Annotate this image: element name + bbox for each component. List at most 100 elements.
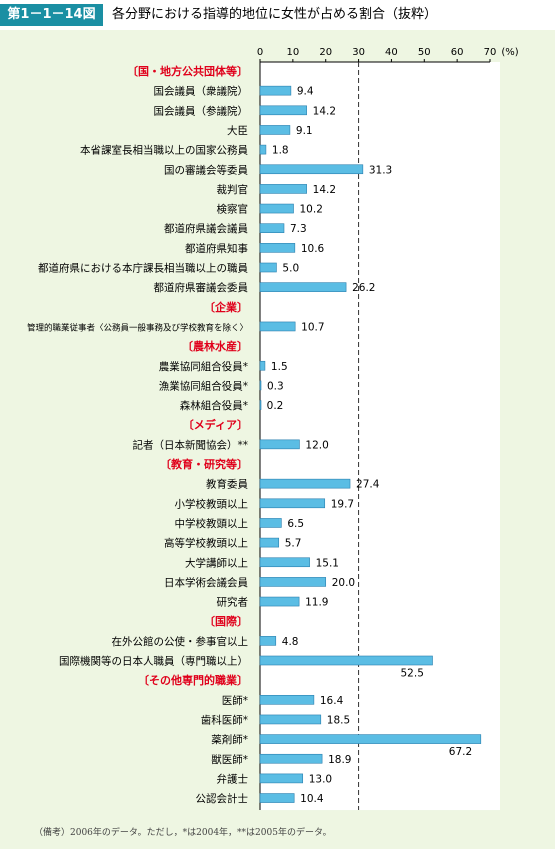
bar — [259, 380, 262, 391]
bar — [259, 478, 351, 489]
bar-value-label: 11.9 — [305, 597, 328, 609]
bar — [259, 360, 266, 371]
category-label: 高等学校教頭以上 — [164, 537, 248, 550]
bar-value-label: 0.2 — [267, 400, 284, 412]
bar-value-label: 4.8 — [282, 636, 299, 648]
category-label: 本省課室長相当職以上の国家公務員 — [80, 144, 248, 157]
x-tick-label: 20 — [319, 47, 332, 58]
bar-value-label: 10.2 — [300, 204, 323, 216]
bar — [259, 537, 280, 548]
section-label: 〔農林水産〕 — [182, 339, 248, 353]
bar — [259, 518, 282, 528]
bar-value-label: 10.4 — [300, 793, 324, 805]
category-label: 小学校教頭以上 — [175, 497, 249, 510]
bar — [259, 694, 315, 705]
bar — [259, 85, 292, 96]
bar-value-label: 14.2 — [313, 105, 336, 117]
bar-value-label: 5.7 — [285, 538, 302, 550]
bar — [259, 125, 291, 135]
bar-value-label: 26.2 — [352, 282, 375, 294]
category-label: 大学講師以上 — [185, 556, 248, 569]
category-label: 在外公館の公使・参事官以上 — [112, 635, 249, 648]
category-label: 国の審議会等委員 — [164, 163, 248, 176]
bar — [259, 439, 300, 450]
bar-value-label: 27.4 — [356, 479, 380, 491]
bar — [259, 164, 364, 175]
bar-value-label: 15.1 — [316, 557, 339, 569]
category-label: 歯科医師* — [201, 713, 248, 726]
section-label: 〔メディア〕 — [183, 418, 248, 432]
x-tick-label: 60 — [451, 47, 464, 58]
category-label: 大臣 — [227, 124, 248, 137]
bar-value-label: 67.2 — [449, 746, 472, 758]
category-label: 医師* — [222, 694, 248, 707]
category-label: 都道府県審議会委員 — [154, 281, 249, 294]
category-label: 中学校教頭以上 — [175, 517, 249, 530]
category-label: 検察官 — [217, 203, 249, 216]
section-label: 〔国・地方公共団体等〕 — [127, 64, 248, 78]
bar-value-label: 6.5 — [287, 518, 304, 530]
x-tick-label: 70 — [484, 47, 497, 58]
category-label: 国際機関等の日本人職員（専門職以上） — [59, 655, 248, 668]
bar-value-label: 18.9 — [328, 754, 351, 766]
bar — [259, 105, 307, 116]
x-tick-label: 50 — [418, 47, 431, 58]
bar-value-label: 13.0 — [309, 773, 332, 785]
category-label: 都道府県における本庁課長相当職以上の職員 — [38, 262, 248, 275]
category-label: 都道府県知事 — [185, 242, 248, 255]
category-label: 記者（日本新聞協会）** — [133, 438, 249, 451]
bar-value-label: 5.0 — [282, 263, 299, 275]
bar-value-label: 1.5 — [271, 361, 288, 373]
category-label: 日本学術会議会員 — [164, 576, 248, 589]
bar-value-label: 14.2 — [313, 184, 336, 196]
bar — [259, 243, 296, 253]
bar — [259, 577, 327, 587]
section-label: 〔国際〕 — [204, 614, 248, 628]
figure-label: 第1－1－14図 — [0, 4, 103, 26]
bar — [259, 321, 296, 332]
bar-value-label: 0.3 — [267, 380, 284, 392]
bar-value-label: 10.6 — [301, 243, 325, 255]
x-tick-label: 0 — [257, 47, 263, 58]
bar — [259, 203, 294, 214]
bar — [259, 773, 304, 784]
section-label: 〔その他専門的職業〕 — [138, 673, 248, 687]
bar — [259, 734, 482, 744]
bar-value-label: 52.5 — [401, 668, 424, 680]
bar — [259, 144, 267, 155]
category-label: 国会議員（衆議院） — [154, 85, 249, 98]
figure-title: 各分野における指導的地位に女性が占める割合（抜粋） — [112, 7, 438, 22]
x-axis-unit: (%) — [501, 47, 518, 58]
bar-value-label: 9.1 — [296, 125, 313, 137]
category-label: 裁判官 — [217, 183, 249, 196]
category-label: 薬剤師* — [211, 733, 248, 746]
bar-chart: 0 10 20 30 40 50 60 70 (%) 〔国・地方公共団体等〕国会議員（衆議院） 9.… — [27, 47, 519, 811]
x-tick-label: 10 — [286, 47, 299, 58]
figure-note: （備考）2006年のデータ。ただし，*は2004年，**は2005年のデータ。 — [34, 828, 332, 838]
bar — [259, 793, 295, 803]
bar-value-label: 18.5 — [327, 714, 350, 726]
category-label: 国会議員（参議院） — [154, 104, 249, 117]
bar-value-label: 1.8 — [272, 145, 289, 157]
bar — [259, 498, 326, 509]
category-label: 漁業協同組合役員* — [159, 379, 248, 392]
bar-value-label: 19.7 — [331, 498, 354, 510]
bar — [259, 596, 300, 607]
x-tick-label: 30 — [352, 47, 365, 58]
category-label: 弁護士 — [217, 772, 249, 785]
bar — [259, 262, 277, 273]
bar — [259, 655, 433, 666]
bar — [259, 636, 277, 646]
section-label: 〔企業〕 — [204, 300, 248, 314]
bar-value-label: 12.0 — [305, 439, 328, 451]
bar — [259, 184, 307, 194]
category-label: 森林組合役員* — [180, 399, 248, 412]
bar-value-label: 16.4 — [320, 695, 344, 707]
section-label: 〔教育・研究等〕 — [160, 457, 248, 471]
bar-value-label: 20.0 — [332, 577, 355, 589]
bar-value-label: 31.3 — [369, 164, 392, 176]
category-label: 公認会計士 — [196, 792, 249, 805]
category-label: 教育委員 — [206, 478, 248, 491]
category-label: 獣医師* — [211, 753, 248, 766]
bar — [259, 714, 322, 725]
